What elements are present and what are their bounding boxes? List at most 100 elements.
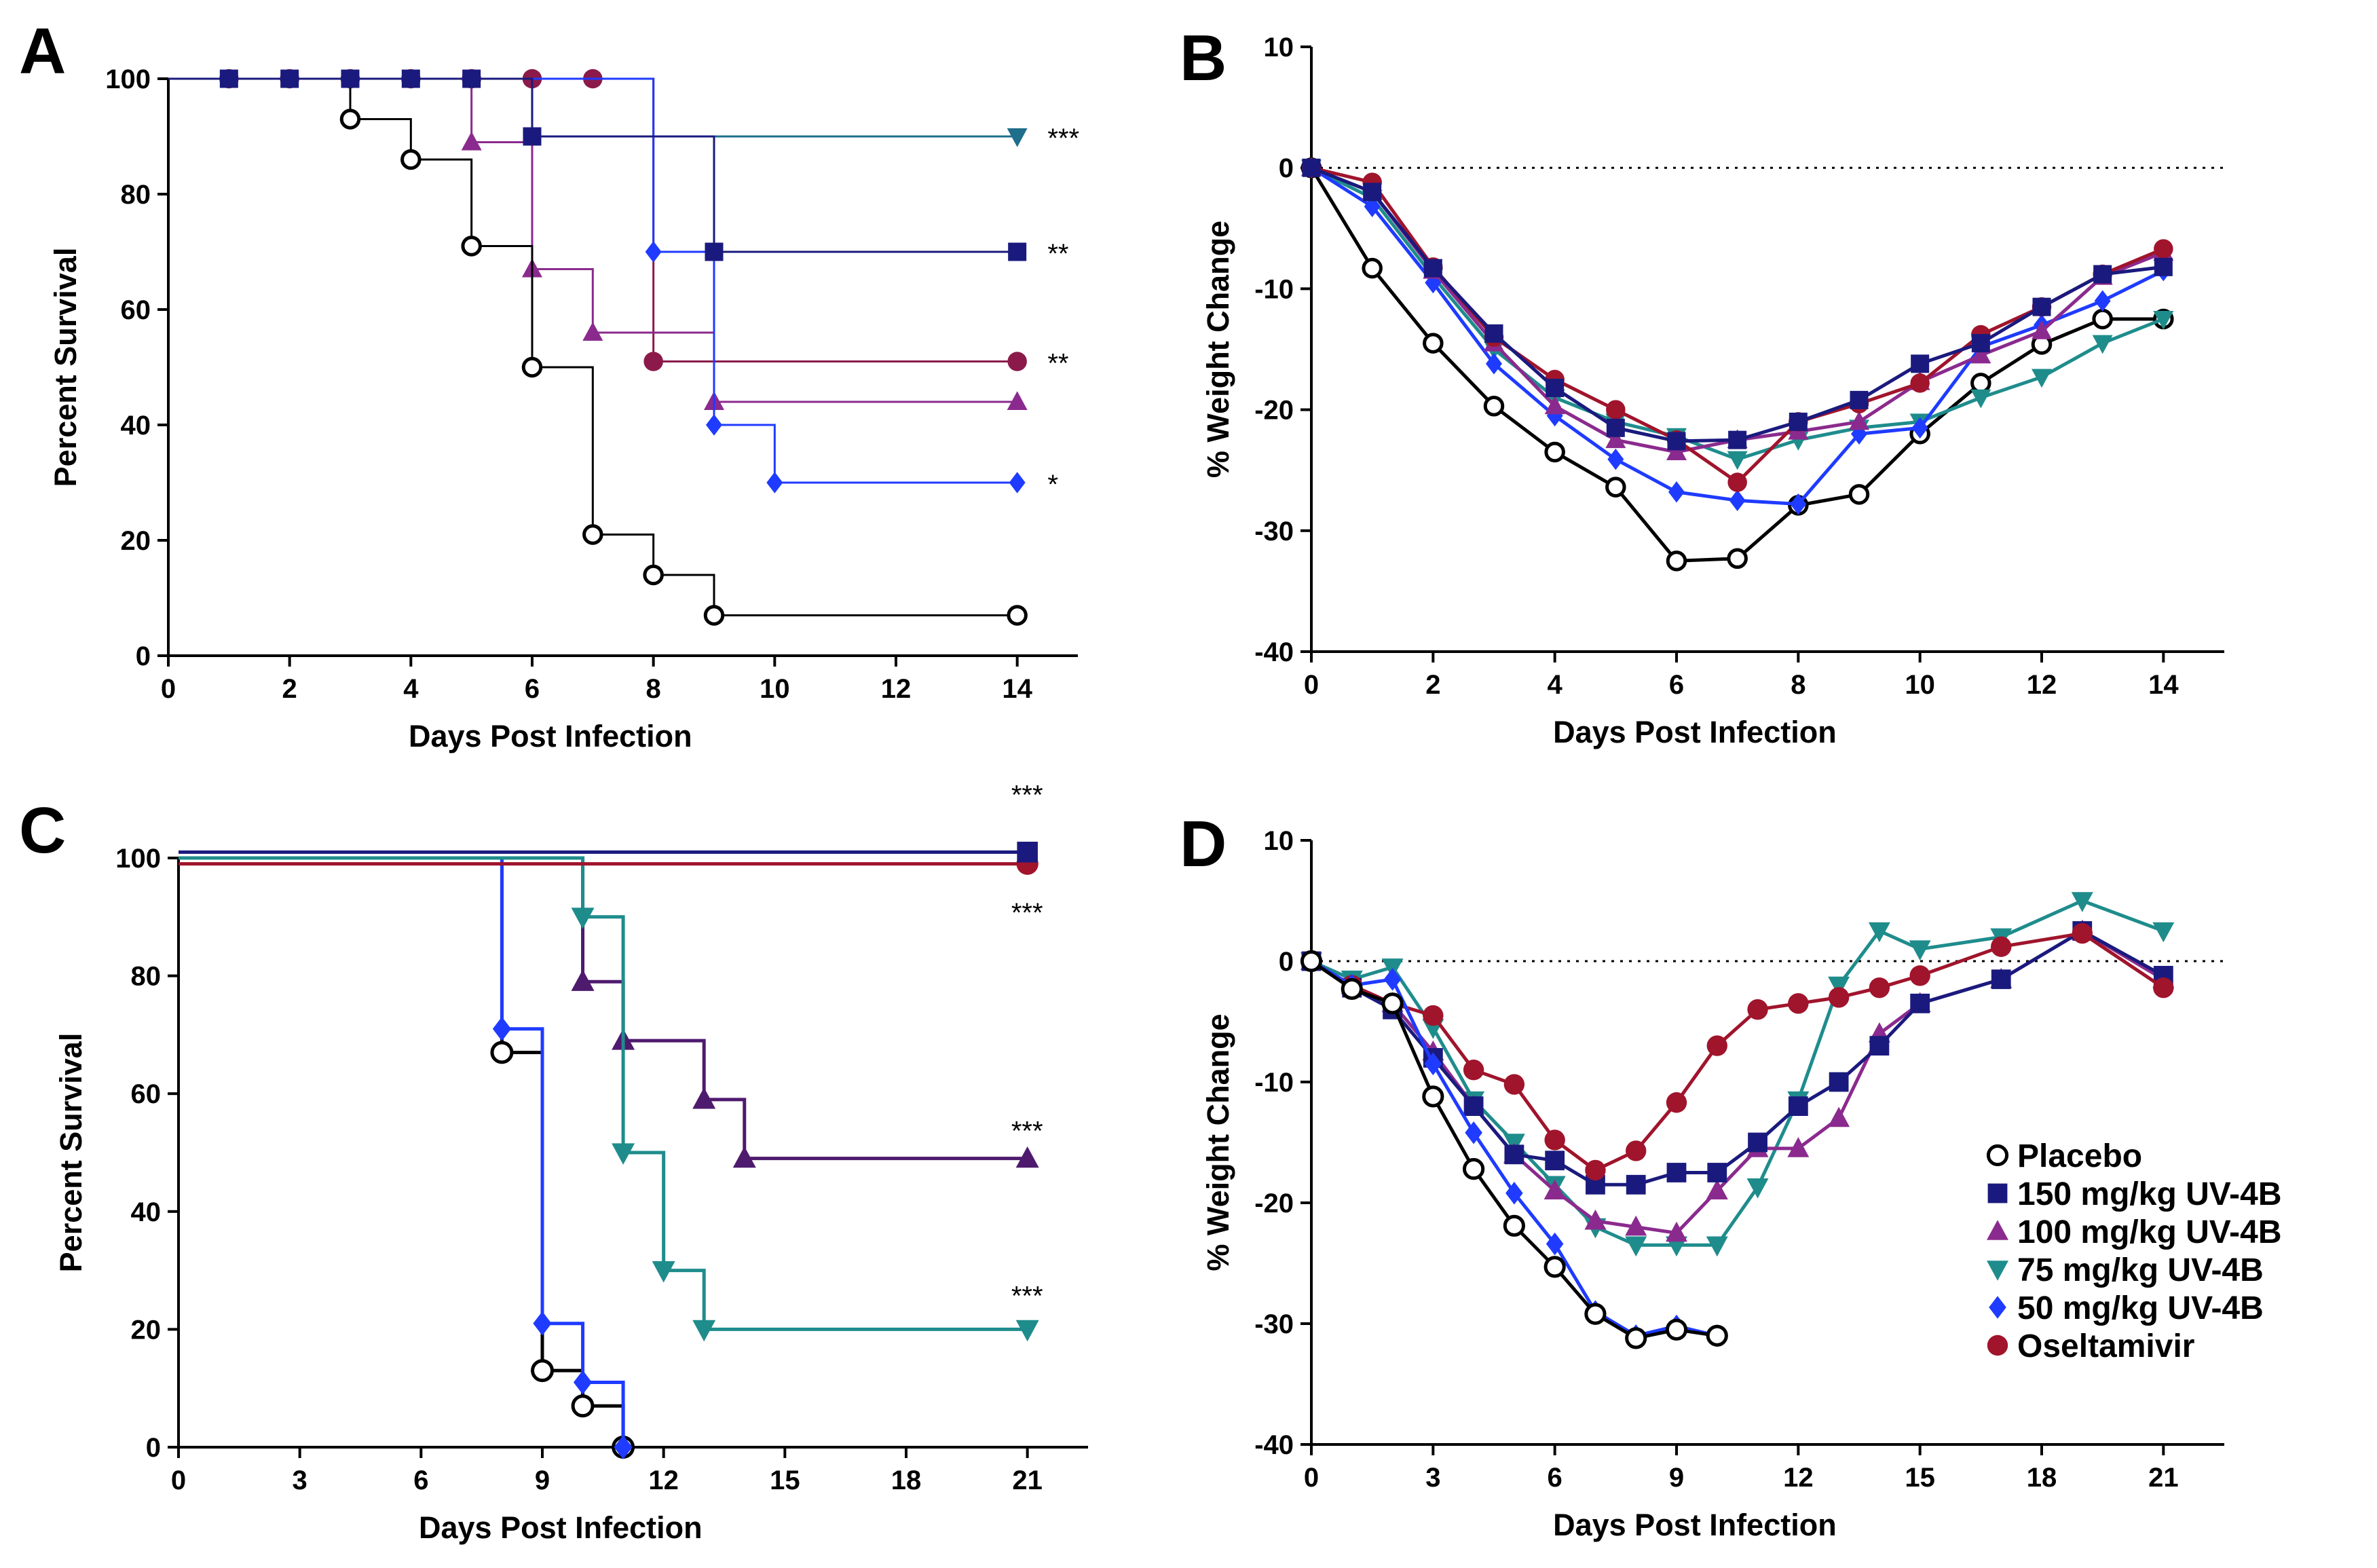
data-point xyxy=(1666,441,1687,460)
y-axis-title: Percent Survival xyxy=(54,1033,88,1273)
data-point xyxy=(1422,1085,1444,1108)
y-tick-label: 10 xyxy=(1264,826,1294,856)
x-tick-label: 0 xyxy=(1304,1463,1319,1493)
data-point xyxy=(1463,1096,1484,1116)
legend-label: Placebo xyxy=(2017,1138,2142,1174)
data-point xyxy=(1625,1236,1647,1257)
x-tick-label: 8 xyxy=(646,674,661,704)
panel-c: C 0 3 6 9 12 15 18 21 0 20 40 60 80 100 Days Post Infec… xyxy=(19,781,1088,1545)
y-tick-label: 40 xyxy=(121,411,151,441)
data-point xyxy=(732,1146,756,1168)
x-tick-label: 18 xyxy=(2027,1463,2057,1493)
y-tick-label: -30 xyxy=(1254,517,1294,546)
data-point xyxy=(2093,265,2112,284)
y-tick-label: 10 xyxy=(1264,33,1294,62)
data-point xyxy=(1828,987,1850,1008)
legend-item-50-mg-kg-uv-4b: 50 mg/kg UV-4B xyxy=(1989,1290,2264,1326)
panel-letter: B xyxy=(1180,22,1227,94)
data-point xyxy=(692,1087,716,1109)
legend-label: 75 mg/kg UV-4B xyxy=(2017,1252,2264,1288)
data-point xyxy=(1543,1179,1566,1199)
panel-letter: D xyxy=(1180,808,1227,880)
data-point xyxy=(1423,1005,1444,1026)
data-point xyxy=(703,605,725,626)
data-point xyxy=(490,1041,514,1064)
data-point xyxy=(1909,940,1931,960)
significance-label: ** xyxy=(1047,239,1068,269)
significance-label: ** xyxy=(1047,349,1068,379)
data-point xyxy=(1666,550,1687,572)
series-placebo xyxy=(1300,950,1728,1349)
data-point xyxy=(1486,353,1502,375)
data-point xyxy=(1625,1215,1647,1236)
x-tick-label: 2 xyxy=(1425,670,1440,700)
significance-label: * xyxy=(1047,470,1058,500)
data-point xyxy=(1015,1146,1039,1168)
x-axis-title: Days Post Infection xyxy=(1553,1508,1837,1542)
data-point xyxy=(2071,892,2093,912)
data-point xyxy=(1015,1320,1039,1342)
series-line xyxy=(179,856,1028,1331)
x-tick-label: 15 xyxy=(1905,1463,1935,1493)
data-point xyxy=(2153,977,2174,998)
legend-marker xyxy=(1986,1144,2009,1167)
panel-a: A 0 2 4 6 8 10 12 14 0 20 40 60 80 100 Days Post Infect… xyxy=(19,15,1079,753)
data-point xyxy=(2153,310,2174,330)
data-point xyxy=(1606,400,1626,419)
data-point xyxy=(401,69,420,88)
series-75-mg-kg-uv-4b xyxy=(179,856,1039,1342)
data-point xyxy=(1483,396,1505,417)
data-point xyxy=(1341,977,1363,1001)
legend-label: 150 mg/kg UV-4B xyxy=(2017,1176,2281,1212)
data-point xyxy=(1789,412,1808,431)
data-point xyxy=(1991,936,2012,957)
data-point xyxy=(1423,259,1442,278)
data-point xyxy=(1546,1232,1564,1256)
x-tick-label: 6 xyxy=(525,674,540,704)
data-point xyxy=(1788,1096,1808,1116)
y-tick-label: -10 xyxy=(1254,274,1294,304)
data-point xyxy=(1008,242,1027,261)
data-point xyxy=(1505,1181,1523,1205)
data-point xyxy=(1009,472,1026,493)
data-point xyxy=(1911,354,1930,373)
x-tick-label: 21 xyxy=(1012,1466,1043,1495)
data-point xyxy=(1850,390,1869,409)
data-point xyxy=(2032,369,2052,388)
x-tick-label: 21 xyxy=(2148,1463,2179,1493)
data-point xyxy=(1484,324,1503,343)
significance-label: *** xyxy=(1047,124,1079,153)
data-point xyxy=(766,472,783,493)
data-point xyxy=(1463,1158,1485,1180)
data-point xyxy=(1727,548,1748,570)
legend-marker xyxy=(1987,1220,2008,1240)
data-point xyxy=(1666,1092,1687,1113)
significance-label: *** xyxy=(1011,898,1043,928)
y-axis-title: % Weight Change xyxy=(1201,1013,1235,1271)
data-point xyxy=(1007,128,1028,147)
x-tick-label: 4 xyxy=(403,674,419,704)
legend-marker xyxy=(1987,1261,2008,1281)
data-point xyxy=(2032,297,2051,316)
x-tick-label: 0 xyxy=(1304,670,1319,700)
data-point xyxy=(582,524,603,545)
y-tick-label: 60 xyxy=(131,1079,162,1109)
data-point xyxy=(573,1370,593,1395)
significance-label: *** xyxy=(1011,1281,1043,1311)
data-point xyxy=(1666,1221,1687,1242)
data-point xyxy=(1362,257,1383,279)
data-point xyxy=(1790,493,1807,515)
y-tick-label: 80 xyxy=(121,180,151,210)
data-point xyxy=(1607,448,1624,470)
legend-marker xyxy=(1989,1296,2006,1319)
data-point xyxy=(1300,950,1323,973)
data-point xyxy=(652,1261,675,1283)
data-point xyxy=(1463,1060,1484,1081)
data-point xyxy=(1868,922,1890,943)
x-tick-label: 3 xyxy=(293,1466,307,1495)
x-tick-label: 15 xyxy=(770,1466,800,1495)
series-line xyxy=(168,77,1017,616)
data-point xyxy=(1788,993,1809,1014)
